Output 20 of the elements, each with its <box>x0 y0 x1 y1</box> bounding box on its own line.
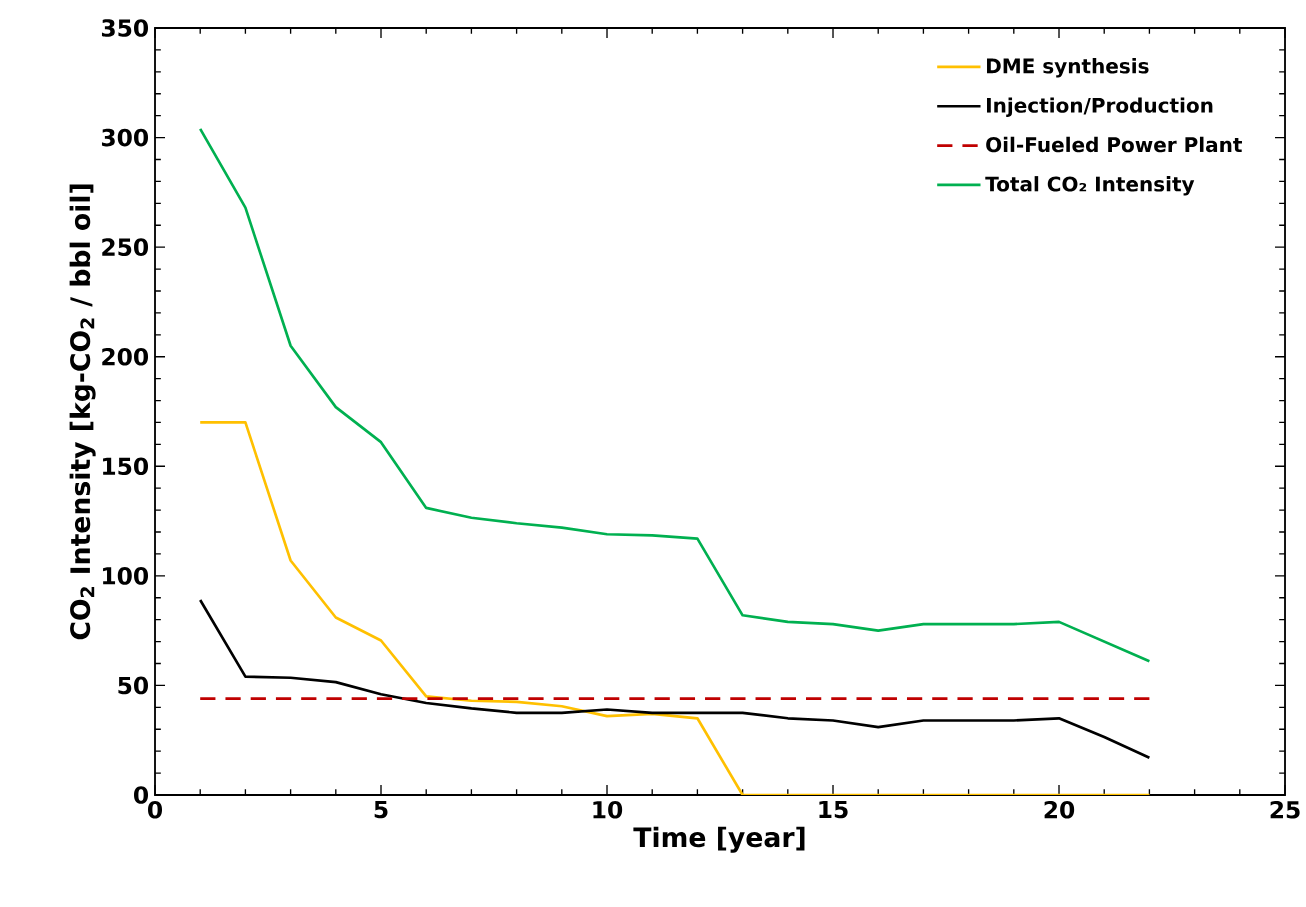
y-tick-label: 350 <box>101 19 149 37</box>
x-tick-label: 15 <box>819 800 848 819</box>
y-tick-label: 150 <box>103 457 149 476</box>
y-axis-title: CO$_{2}$ Intensity [kg-CO$_{2}$ / bbl oil] <box>69 184 96 640</box>
legend-label: Total CO₂ Intensity <box>985 176 1195 196</box>
x-tick-label: 10 <box>593 800 623 819</box>
legend-label: DME synthesis <box>987 58 1149 78</box>
y-tick-label: 250 <box>102 238 149 256</box>
y-tick-label: 100 <box>103 567 149 585</box>
legend-label: Injection/Production <box>987 97 1213 117</box>
y-tick-label: 300 <box>101 128 149 147</box>
x-tick-label: 25 <box>1270 800 1300 819</box>
y-tick-label: 0 <box>134 786 149 804</box>
x-tick-label: 5 <box>374 800 388 819</box>
x-tick-label: 20 <box>1044 800 1075 819</box>
x-tick-label: 0 <box>148 800 163 819</box>
x-axis-title: Time [year] <box>633 826 805 853</box>
legend-label: Oil-Fueled Power Plant <box>986 136 1242 153</box>
y-tick-label: 50 <box>118 676 149 695</box>
y-tick-label: 200 <box>102 347 149 366</box>
